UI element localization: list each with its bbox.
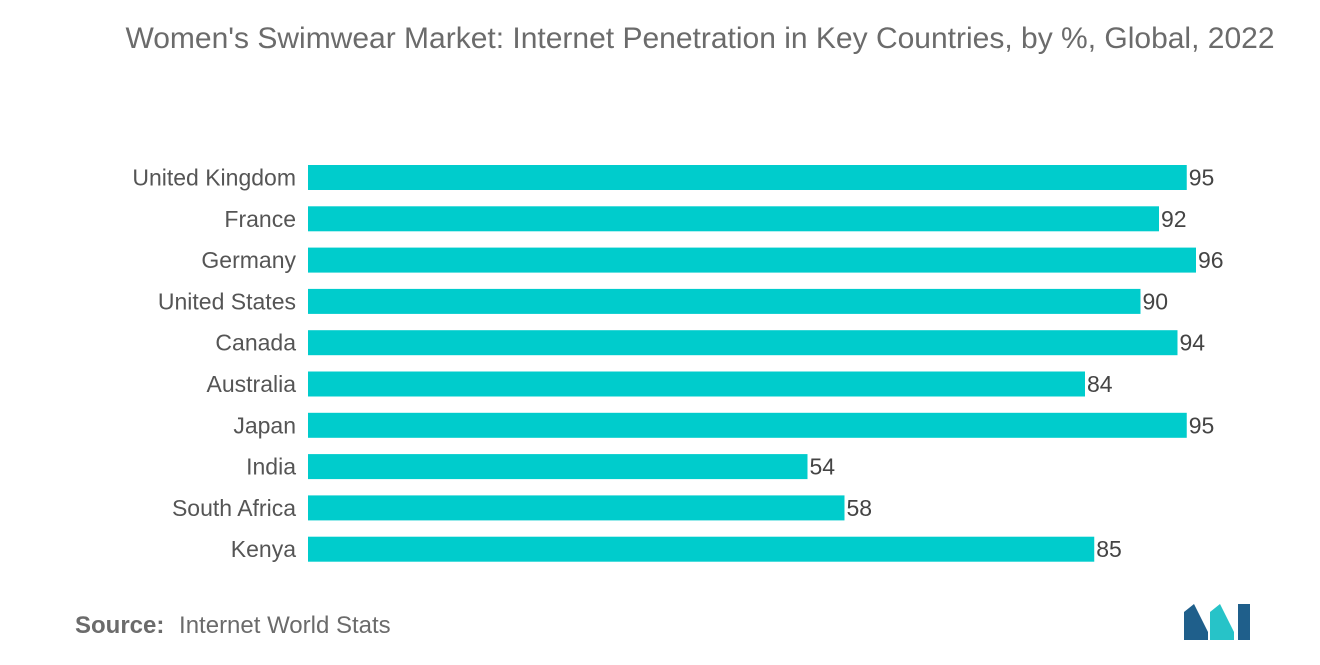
bar (308, 206, 1159, 232)
category-label: United States (158, 288, 296, 314)
data-label: 94 (1180, 330, 1206, 356)
bar (308, 454, 808, 480)
category-label: South Africa (172, 495, 296, 521)
category-label: United Kingdom (132, 165, 296, 191)
category-label: Australia (207, 371, 297, 397)
data-label: 54 (810, 454, 836, 480)
bar (308, 165, 1187, 190)
bar (308, 330, 1178, 356)
data-label: 58 (847, 495, 873, 521)
data-label: 95 (1189, 412, 1215, 438)
category-label: Germany (201, 247, 296, 273)
data-label: 85 (1096, 536, 1122, 562)
bar (308, 247, 1196, 273)
source-text: Internet World Stats (179, 612, 391, 639)
data-label: 84 (1087, 371, 1113, 397)
brand-logo-icon (1184, 604, 1250, 640)
category-label: France (224, 206, 296, 232)
bar (308, 288, 1141, 314)
category-label: Kenya (231, 536, 296, 562)
category-label: Canada (215, 330, 296, 356)
bars-group: United Kingdom 95 France 92 Germany 96 United … (132, 165, 1223, 563)
data-label: 90 (1143, 288, 1169, 314)
bar (308, 371, 1085, 397)
bar (308, 495, 845, 521)
data-label: 95 (1189, 165, 1215, 191)
source-line: Source: Internet World Stats (75, 612, 391, 640)
chart-title: Women's Swimwear Market: Internet Penetr… (125, 22, 1275, 55)
source-label: Source: (75, 612, 165, 639)
bar (308, 536, 1095, 562)
data-label: 92 (1161, 206, 1187, 232)
bar-chart: United Kingdom 95 France 92 Germany 96 United … (132, 165, 1223, 563)
data-label: 96 (1198, 247, 1224, 273)
category-label: Japan (233, 412, 296, 438)
bar (308, 412, 1187, 438)
category-label: India (246, 454, 296, 480)
